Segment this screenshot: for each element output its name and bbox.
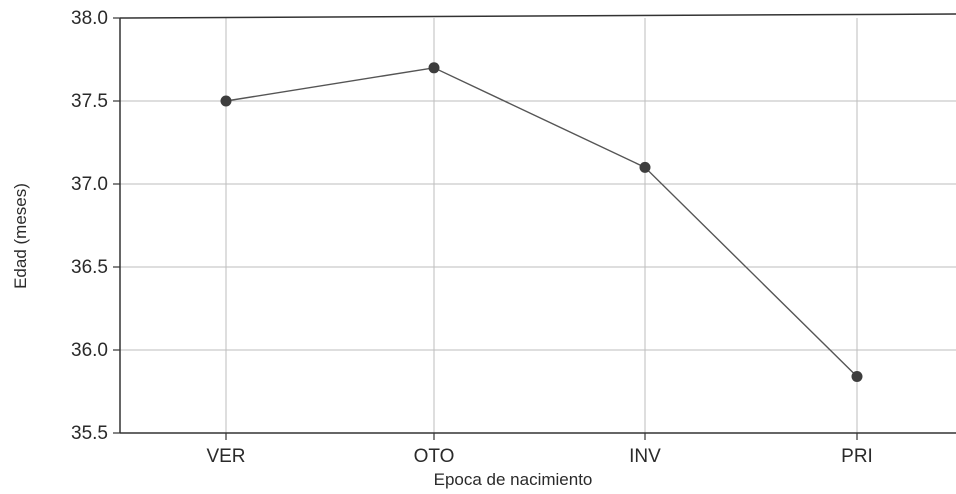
series-line [225,67,858,378]
data-point-inv [639,161,651,173]
grid [120,18,956,433]
data-point-pri [851,371,863,383]
x-tick-label: INV [629,446,661,467]
x-axis-title: Epoca de nacimiento [434,470,593,489]
x-tick-labels: VER OTO INV PRI [206,433,873,467]
x-tick-label: VER [206,446,245,467]
y-tick-label: 37.0 [71,174,108,195]
y-tick-label: 36.0 [71,340,108,361]
data-point-ver [220,95,232,107]
x-tick-label: PRI [841,446,873,467]
y-tick-label: 38.0 [71,8,108,29]
y-axis-title: Edad (meses) [11,183,30,289]
y-tick-label: 37.5 [71,91,108,112]
axes [119,13,956,434]
data-points [220,62,863,383]
plot-top-border [119,13,956,19]
y-tick-label: 36.5 [71,257,108,278]
y-tick-labels: 35.5 36.0 36.5 37.0 37.5 38.0 [71,8,120,444]
data-point-oto [428,62,440,74]
y-tick-label: 35.5 [71,423,108,444]
x-tick-label: OTO [414,446,455,467]
